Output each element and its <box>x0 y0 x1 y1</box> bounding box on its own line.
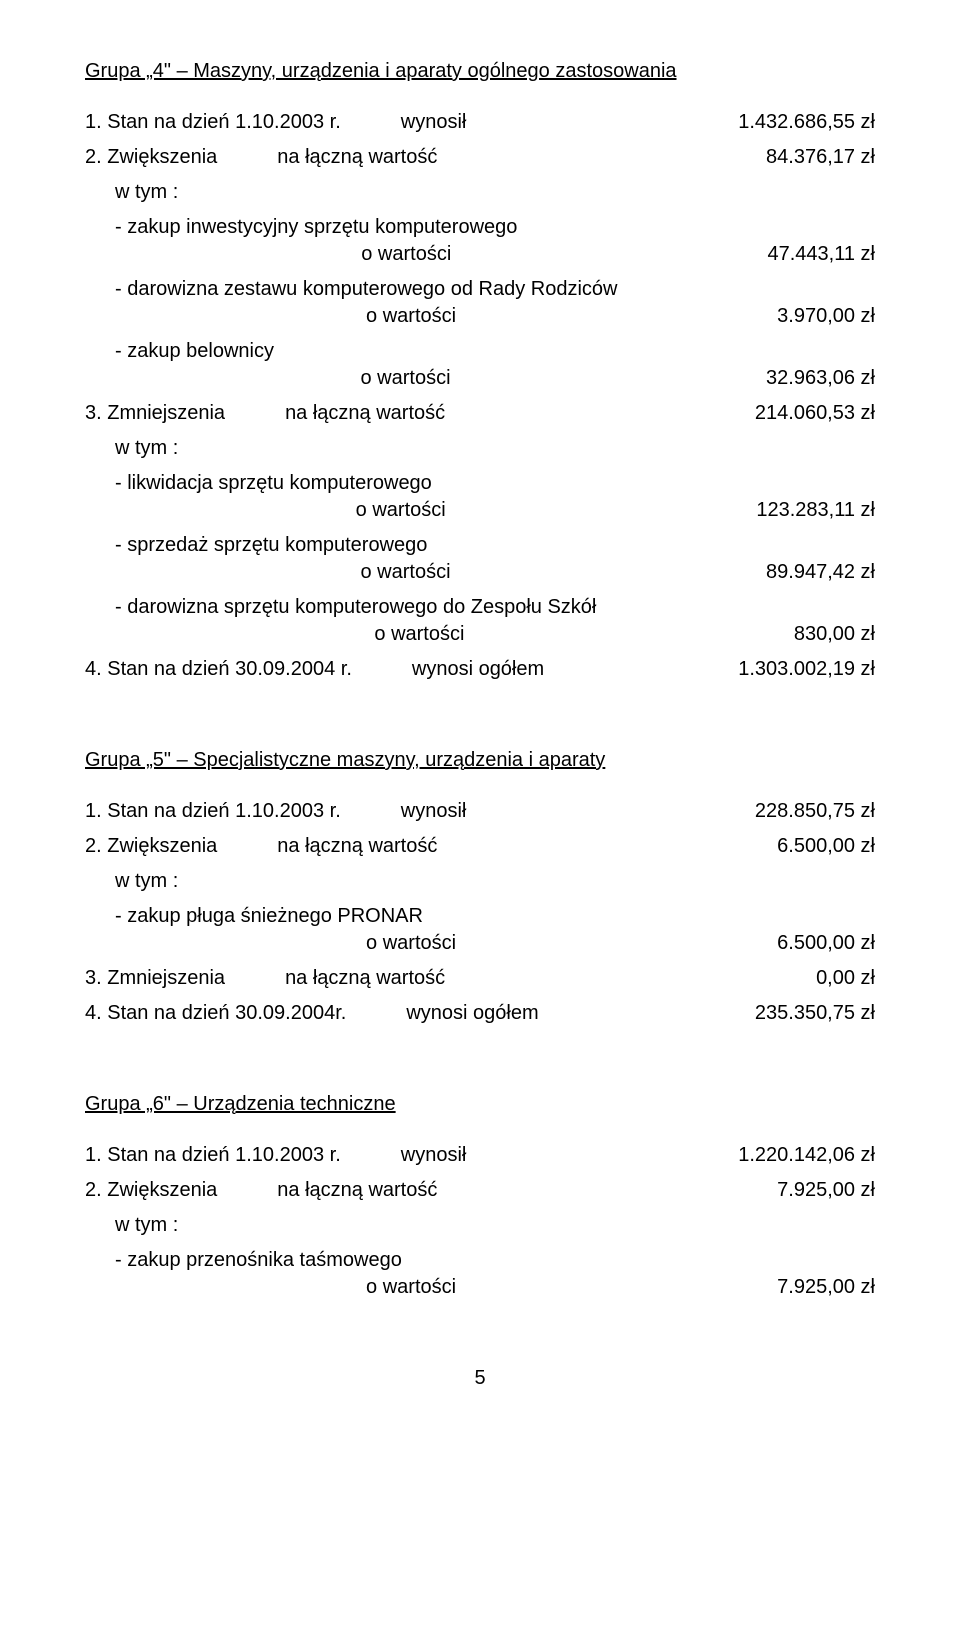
group-title: Grupa „6" – Urządzenia techniczne <box>85 1093 875 1116</box>
item-row: 1. Stan na dzień 1.10.2003 r.wynosił1.43… <box>85 111 875 134</box>
item-label: 1. Stan na dzień 1.10.2003 r. <box>85 111 341 134</box>
sub-item-text: - zakup pługa śnieżnego PRONAR <box>85 905 875 928</box>
sub-item-value-row: o wartości89.947,42 zł <box>85 561 875 584</box>
item-value: 228.850,75 zł <box>715 800 875 823</box>
item-row: 2. Zwiększeniana łączną wartość7.925,00 … <box>85 1179 875 1202</box>
item-label: 1. Stan na dzień 1.10.2003 r. <box>85 1144 341 1167</box>
item-value: 84.376,17 zł <box>726 146 875 169</box>
sub-item-text: - zakup inwestycyjny sprzętu komputerowe… <box>85 216 875 239</box>
sub-item-owartosci: o wartości <box>85 561 726 584</box>
item-value: 6.500,00 zł <box>737 835 875 858</box>
wtym-label: w tym : <box>85 181 875 204</box>
item-mid: na łączną wartość <box>225 967 776 990</box>
sub-item-text: - zakup belownicy <box>85 340 875 363</box>
sub-item-owartosci: o wartości <box>85 932 737 955</box>
sub-item-text: - likwidacja sprzętu komputerowego <box>85 472 875 495</box>
sub-item-owartosci: o wartości <box>85 367 726 390</box>
item-row: 3. Zmniejszeniana łączną wartość214.060,… <box>85 402 875 425</box>
page-number: 5 <box>85 1367 875 1390</box>
group-section: Grupa „6" – Urządzenia techniczne 1. Stan… <box>85 1093 875 1299</box>
item-value: 0,00 zł <box>776 967 875 990</box>
item-mid: na łączną wartość <box>217 835 737 858</box>
document-body: Grupa „4" – Maszyny, urządzenia i aparat… <box>85 60 875 1299</box>
item-row: 4. Stan na dzień 30.09.2004 r.wynosi ogó… <box>85 658 875 681</box>
item-mid: wynosi ogółem <box>346 1002 715 1025</box>
wtym-label: w tym : <box>85 437 875 460</box>
sub-item-owartosci: o wartości <box>85 1276 737 1299</box>
sub-item-value-row: o wartości47.443,11 zł <box>85 243 875 266</box>
item-value: 235.350,75 zł <box>715 1002 875 1025</box>
sub-item-owartosci: o wartości <box>85 305 737 328</box>
sub-item-text: - darowizna sprzętu komputerowego do Zes… <box>85 596 875 619</box>
item-mid: wynosił <box>341 1144 698 1167</box>
item-value: 7.925,00 zł <box>737 1179 875 1202</box>
sub-item-value-row: o wartości32.963,06 zł <box>85 367 875 390</box>
item-label: 3. Zmniejszenia <box>85 967 225 990</box>
item-label: 2. Zwiększenia <box>85 835 217 858</box>
sub-item-value: 7.925,00 zł <box>737 1276 875 1299</box>
item-mid: na łączną wartość <box>217 1179 737 1202</box>
item-label: 4. Stan na dzień 30.09.2004r. <box>85 1002 346 1025</box>
sub-item-value-row: o wartości6.500,00 zł <box>85 932 875 955</box>
item-mid: wynosi ogółem <box>352 658 698 681</box>
item-mid: na łączną wartość <box>225 402 715 425</box>
sub-item-value: 89.947,42 zł <box>726 561 875 584</box>
sub-item-value: 3.970,00 zł <box>737 305 875 328</box>
item-row: 3. Zmniejszeniana łączną wartość0,00 zł <box>85 967 875 990</box>
item-row: 2. Zwiększeniana łączną wartość6.500,00 … <box>85 835 875 858</box>
sub-item-text: - sprzedaż sprzętu komputerowego <box>85 534 875 557</box>
sub-item-value: 6.500,00 zł <box>737 932 875 955</box>
sub-item-owartosci: o wartości <box>85 623 754 646</box>
sub-item-text: - zakup przenośnika taśmowego <box>85 1249 875 1272</box>
item-row: 1. Stan na dzień 1.10.2003 r.wynosił1.22… <box>85 1144 875 1167</box>
item-label: 2. Zwiększenia <box>85 146 217 169</box>
item-value: 214.060,53 zł <box>715 402 875 425</box>
sub-item-value: 830,00 zł <box>754 623 875 646</box>
group-title: Grupa „5" – Specjalistyczne maszyny, urz… <box>85 749 875 772</box>
sub-item-value-row: o wartości830,00 zł <box>85 623 875 646</box>
sub-item-owartosci: o wartości <box>85 499 716 522</box>
group-title: Grupa „4" – Maszyny, urządzenia i aparat… <box>85 60 875 83</box>
sub-item-value-row: o wartości7.925,00 zł <box>85 1276 875 1299</box>
group-section: Grupa „4" – Maszyny, urządzenia i aparat… <box>85 60 875 681</box>
item-mid: na łączną wartość <box>217 146 726 169</box>
item-label: 4. Stan na dzień 30.09.2004 r. <box>85 658 352 681</box>
item-row: 1. Stan na dzień 1.10.2003 r.wynosił228.… <box>85 800 875 823</box>
item-label: 2. Zwiększenia <box>85 1179 217 1202</box>
item-mid: wynosił <box>341 111 698 134</box>
item-value: 1.432.686,55 zł <box>698 111 875 134</box>
item-label: 1. Stan na dzień 1.10.2003 r. <box>85 800 341 823</box>
sub-item-value: 47.443,11 zł <box>728 243 876 266</box>
group-section: Grupa „5" – Specjalistyczne maszyny, urz… <box>85 749 875 1025</box>
wtym-label: w tym : <box>85 1214 875 1237</box>
item-row: 4. Stan na dzień 30.09.2004r.wynosi ogół… <box>85 1002 875 1025</box>
wtym-label: w tym : <box>85 870 875 893</box>
item-mid: wynosił <box>341 800 715 823</box>
item-value: 1.220.142,06 zł <box>698 1144 875 1167</box>
sub-item-text: - darowizna zestawu komputerowego od Rad… <box>85 278 875 301</box>
item-value: 1.303.002,19 zł <box>698 658 875 681</box>
item-label: 3. Zmniejszenia <box>85 402 225 425</box>
sub-item-value-row: o wartości123.283,11 zł <box>85 499 875 522</box>
sub-item-value: 123.283,11 zł <box>716 499 875 522</box>
sub-item-value-row: o wartości3.970,00 zł <box>85 305 875 328</box>
sub-item-value: 32.963,06 zł <box>726 367 875 390</box>
sub-item-owartosci: o wartości <box>85 243 728 266</box>
item-row: 2. Zwiększeniana łączną wartość84.376,17… <box>85 146 875 169</box>
